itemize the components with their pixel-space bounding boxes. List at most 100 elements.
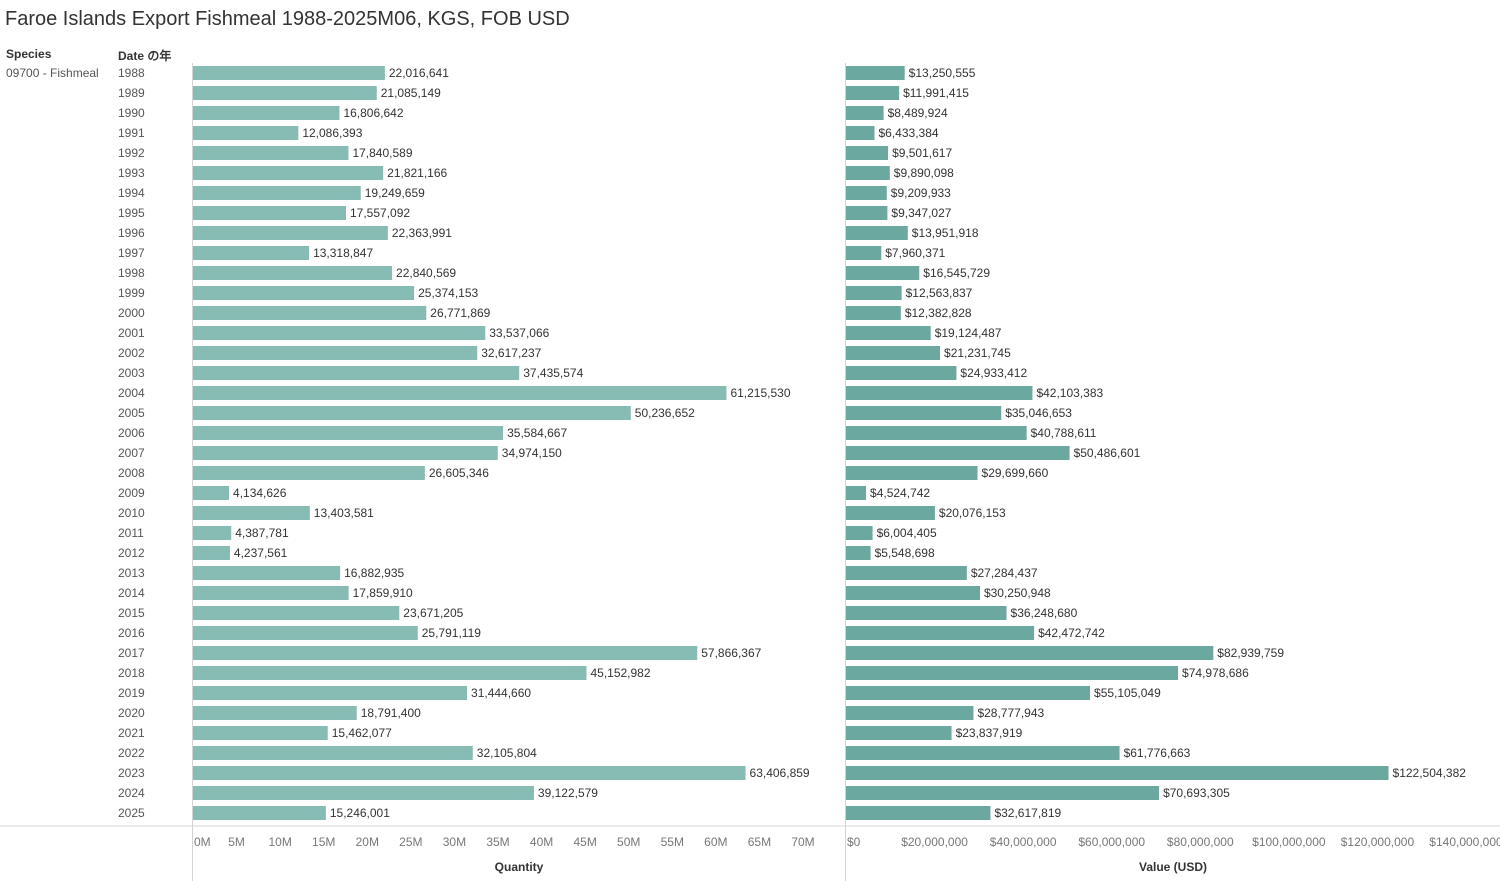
value-bar[interactable] (846, 546, 871, 560)
year-label[interactable]: 2022 (118, 746, 145, 760)
value-bar[interactable] (846, 66, 905, 80)
quantity-bar[interactable] (193, 526, 232, 540)
quantity-bar[interactable] (193, 626, 418, 640)
year-label[interactable]: 1996 (118, 226, 145, 240)
year-label[interactable]: 2015 (118, 606, 145, 620)
year-label[interactable]: 1991 (118, 126, 145, 140)
value-bar[interactable] (846, 586, 980, 600)
year-label[interactable]: 1997 (118, 246, 145, 260)
year-label[interactable]: 2007 (118, 446, 145, 460)
quantity-bar[interactable] (193, 306, 427, 320)
year-label[interactable]: 2010 (118, 506, 145, 520)
year-label[interactable]: 2013 (118, 566, 145, 580)
year-label[interactable]: 1992 (118, 146, 145, 160)
year-label[interactable]: 2023 (118, 766, 145, 780)
value-bar[interactable] (846, 686, 1091, 700)
quantity-bar[interactable] (193, 366, 520, 380)
value-bar[interactable] (846, 526, 873, 540)
year-label[interactable]: 2002 (118, 346, 145, 360)
value-bar[interactable] (846, 806, 991, 820)
quantity-bar[interactable] (193, 346, 478, 360)
value-bar[interactable] (846, 746, 1120, 760)
quantity-axis-title[interactable]: Quantity (495, 860, 544, 874)
date-header[interactable]: Date の年 (118, 49, 172, 63)
quantity-bar[interactable] (193, 266, 393, 280)
value-bar[interactable] (846, 266, 920, 280)
value-bar[interactable] (846, 706, 974, 720)
value-bar[interactable] (846, 206, 888, 220)
value-bar[interactable] (846, 486, 867, 500)
year-label[interactable]: 1999 (118, 286, 145, 300)
year-label[interactable]: 2024 (118, 786, 145, 800)
value-bar[interactable] (846, 466, 978, 480)
quantity-bar[interactable] (193, 406, 631, 420)
species-header[interactable]: Species (6, 47, 52, 61)
quantity-bar[interactable] (193, 686, 468, 700)
value-bar[interactable] (846, 446, 1070, 460)
year-label[interactable]: 2009 (118, 486, 145, 500)
value-bar[interactable] (846, 146, 889, 160)
year-label[interactable]: 2000 (118, 306, 145, 320)
value-bar[interactable] (846, 646, 1214, 660)
quantity-bar[interactable] (193, 746, 473, 760)
quantity-bar[interactable] (193, 606, 400, 620)
value-bar[interactable] (846, 166, 890, 180)
quantity-bar[interactable] (193, 226, 388, 240)
year-label[interactable]: 2004 (118, 386, 145, 400)
value-bar[interactable] (846, 786, 1160, 800)
value-bar[interactable] (846, 286, 902, 300)
quantity-bar[interactable] (193, 106, 340, 120)
quantity-bar[interactable] (193, 486, 230, 500)
year-label[interactable]: 1989 (118, 86, 145, 100)
value-bar[interactable] (846, 226, 908, 240)
year-label[interactable]: 2017 (118, 646, 145, 660)
value-axis-title[interactable]: Value (USD) (1139, 860, 1207, 874)
quantity-bar[interactable] (193, 206, 346, 220)
year-label[interactable]: 2011 (118, 526, 144, 540)
year-label[interactable]: 2003 (118, 366, 145, 380)
year-label[interactable]: 2019 (118, 686, 145, 700)
quantity-bar[interactable] (193, 466, 425, 480)
quantity-bar[interactable] (193, 186, 361, 200)
quantity-bar[interactable] (193, 506, 310, 520)
value-bar[interactable] (846, 306, 901, 320)
quantity-bar[interactable] (193, 86, 377, 100)
species-label[interactable]: 09700 - Fishmeal (6, 66, 99, 80)
year-label[interactable]: 1998 (118, 266, 145, 280)
value-bar[interactable] (846, 386, 1033, 400)
year-label[interactable]: 2018 (118, 666, 145, 680)
year-label[interactable]: 2020 (118, 706, 145, 720)
year-label[interactable]: 2006 (118, 426, 145, 440)
year-label[interactable]: 1990 (118, 106, 145, 120)
quantity-bar[interactable] (193, 646, 698, 660)
quantity-bar[interactable] (193, 166, 384, 180)
quantity-bar[interactable] (193, 726, 328, 740)
quantity-bar[interactable] (193, 326, 486, 340)
value-bar[interactable] (846, 666, 1179, 680)
quantity-bar[interactable] (193, 786, 534, 800)
quantity-bar[interactable] (193, 426, 504, 440)
quantity-bar[interactable] (193, 566, 341, 580)
value-bar[interactable] (846, 126, 875, 140)
value-bar[interactable] (846, 366, 957, 380)
year-label[interactable]: 2001 (118, 326, 145, 340)
year-label[interactable]: 2016 (118, 626, 145, 640)
value-bar[interactable] (846, 186, 887, 200)
year-label[interactable]: 1993 (118, 166, 145, 180)
value-bar[interactable] (846, 726, 952, 740)
year-label[interactable]: 1994 (118, 186, 145, 200)
value-bar[interactable] (846, 566, 967, 580)
quantity-bar[interactable] (193, 386, 727, 400)
quantity-bar[interactable] (193, 286, 415, 300)
quantity-bar[interactable] (193, 126, 299, 140)
quantity-bar[interactable] (193, 66, 385, 80)
year-label[interactable]: 1988 (118, 66, 145, 80)
value-bar[interactable] (846, 406, 1002, 420)
value-bar[interactable] (846, 626, 1035, 640)
value-bar[interactable] (846, 426, 1027, 440)
value-bar[interactable] (846, 346, 941, 360)
value-bar[interactable] (846, 246, 882, 260)
year-label[interactable]: 2021 (118, 726, 145, 740)
quantity-bar[interactable] (193, 806, 326, 820)
quantity-bar[interactable] (193, 246, 310, 260)
